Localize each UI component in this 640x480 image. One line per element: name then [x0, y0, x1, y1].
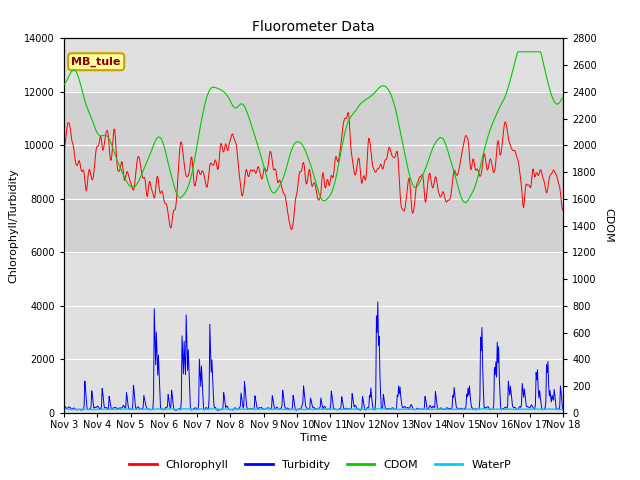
Bar [64, 92, 563, 252]
Title: Fluorometer Data: Fluorometer Data [252, 21, 375, 35]
X-axis label: Time: Time [300, 432, 327, 443]
Text: MB_tule: MB_tule [72, 57, 121, 67]
Y-axis label: CDOM: CDOM [604, 208, 614, 243]
Legend: Chlorophyll, Turbidity, CDOM, WaterP: Chlorophyll, Turbidity, CDOM, WaterP [125, 456, 515, 474]
Y-axis label: Chlorophyll/Turbidity: Chlorophyll/Turbidity [9, 168, 19, 283]
